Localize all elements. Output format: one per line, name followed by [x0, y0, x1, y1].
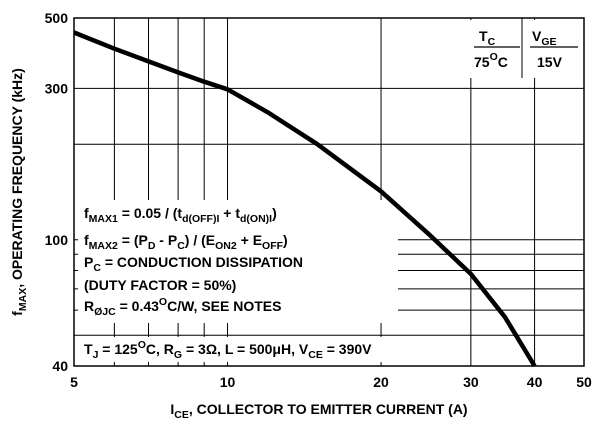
x-tick-label: 30	[463, 374, 479, 390]
legend-tc-label: TC	[479, 28, 496, 48]
y-tick-label: 300	[45, 80, 69, 96]
legend-table: TC 75OC VGE 15V	[474, 18, 578, 78]
annotation-fmax2: fMAX2 = (PD - PC) / (EON2 + EOFF)	[84, 232, 288, 252]
x-tick-label: 10	[220, 374, 236, 390]
plot-frame	[73, 17, 585, 367]
plot-border	[73, 17, 585, 367]
x-tick-label: 40	[527, 374, 543, 390]
x-tick-label: 20	[373, 374, 389, 390]
tick-labels: 5 10 20 30 40 50 40 100 300 500	[45, 10, 592, 390]
grid-lines	[74, 18, 584, 366]
annotation-duty-factor: (DUTY FACTOR = 50%)	[84, 277, 236, 293]
conditions-background	[78, 337, 470, 362]
x-tick-label: 5	[70, 374, 78, 390]
y-tick-label: 40	[52, 358, 68, 374]
y-tick-label: 500	[45, 10, 69, 26]
annotation-background	[78, 200, 398, 323]
series-layer	[73, 30, 537, 368]
x-tick-label: 50	[576, 374, 592, 390]
y-axis-title: fMAX, OPERATING FREQUENCY (kHz)	[9, 68, 29, 316]
annotation-test-conditions: TJ = 125OC, RG = 3Ω, L = 500μH, VCE = 39…	[84, 339, 372, 361]
y-tick-label: 100	[45, 232, 69, 248]
legend-background	[470, 20, 582, 78]
legend-vge-value: 15V	[537, 54, 563, 70]
annotation-pc: PC = CONDUCTION DISSIPATION	[84, 254, 303, 274]
x-axis-title: ICE, COLLECTOR TO EMITTER CURRENT (A)	[170, 401, 467, 421]
annotation-fmax1: fMAX1 = 0.05 / (td(OFF)I + td(ON)I)	[84, 205, 277, 225]
annotation-block: fMAX1 = 0.05 / (td(OFF)I + td(ON)I) fMAX…	[84, 205, 372, 361]
legend-vge-label: VGE	[532, 28, 557, 48]
annotation-thermal-resistance: RØJC = 0.43OC/W, SEE NOTES	[84, 296, 281, 318]
legend-tc-value: 75OC	[474, 51, 508, 70]
